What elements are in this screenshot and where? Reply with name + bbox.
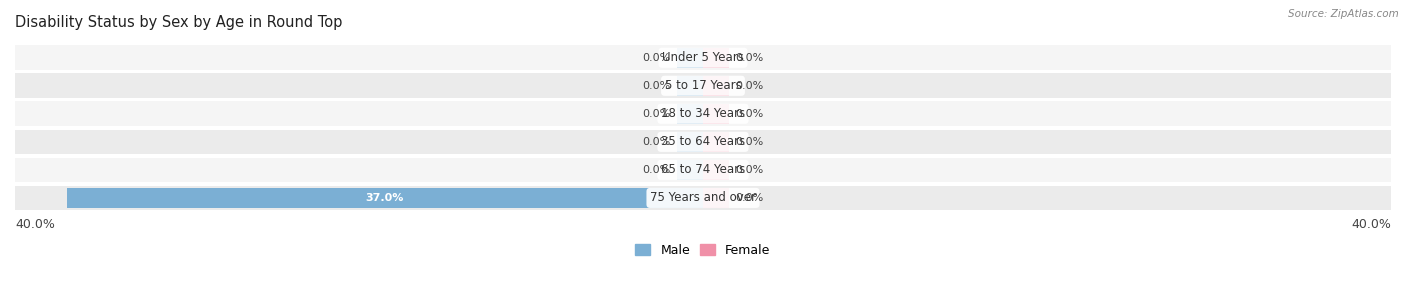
Bar [15,185,1391,210]
Text: 65 to 74 Years: 65 to 74 Years [661,163,745,176]
Bar [703,104,728,124]
Text: 0.0%: 0.0% [735,81,763,91]
Text: 0.0%: 0.0% [643,165,671,175]
Bar [703,160,728,180]
Text: 0.0%: 0.0% [643,137,671,147]
Text: 0.0%: 0.0% [643,109,671,119]
Text: 37.0%: 37.0% [366,193,404,203]
Text: Source: ZipAtlas.com: Source: ZipAtlas.com [1288,9,1399,19]
Bar [703,132,728,152]
Bar [678,160,703,180]
Text: 0.0%: 0.0% [735,109,763,119]
Text: Under 5 Years: Under 5 Years [662,51,744,64]
Bar [678,48,703,68]
Bar [15,130,1391,154]
Text: 0.0%: 0.0% [735,165,763,175]
Bar [678,76,703,96]
Text: Disability Status by Sex by Age in Round Top: Disability Status by Sex by Age in Round… [15,15,343,30]
Bar [66,188,703,208]
Text: 0.0%: 0.0% [643,53,671,63]
Text: 75 Years and over: 75 Years and over [650,192,756,204]
Text: 0.0%: 0.0% [643,81,671,91]
Bar [15,102,1391,126]
Bar [15,157,1391,182]
Text: 0.0%: 0.0% [735,137,763,147]
Text: 0.0%: 0.0% [735,193,763,203]
Legend: Male, Female: Male, Female [630,239,776,261]
Bar [678,104,703,124]
Bar [703,76,728,96]
Text: 5 to 17 Years: 5 to 17 Years [665,79,741,92]
Bar [678,132,703,152]
Bar [703,48,728,68]
Bar [703,188,728,208]
Text: 40.0%: 40.0% [1351,218,1391,231]
Text: 35 to 64 Years: 35 to 64 Years [661,135,745,148]
Text: 18 to 34 Years: 18 to 34 Years [661,107,745,120]
Bar [15,45,1391,70]
Text: 0.0%: 0.0% [735,53,763,63]
Text: 40.0%: 40.0% [15,218,55,231]
Bar [15,74,1391,98]
